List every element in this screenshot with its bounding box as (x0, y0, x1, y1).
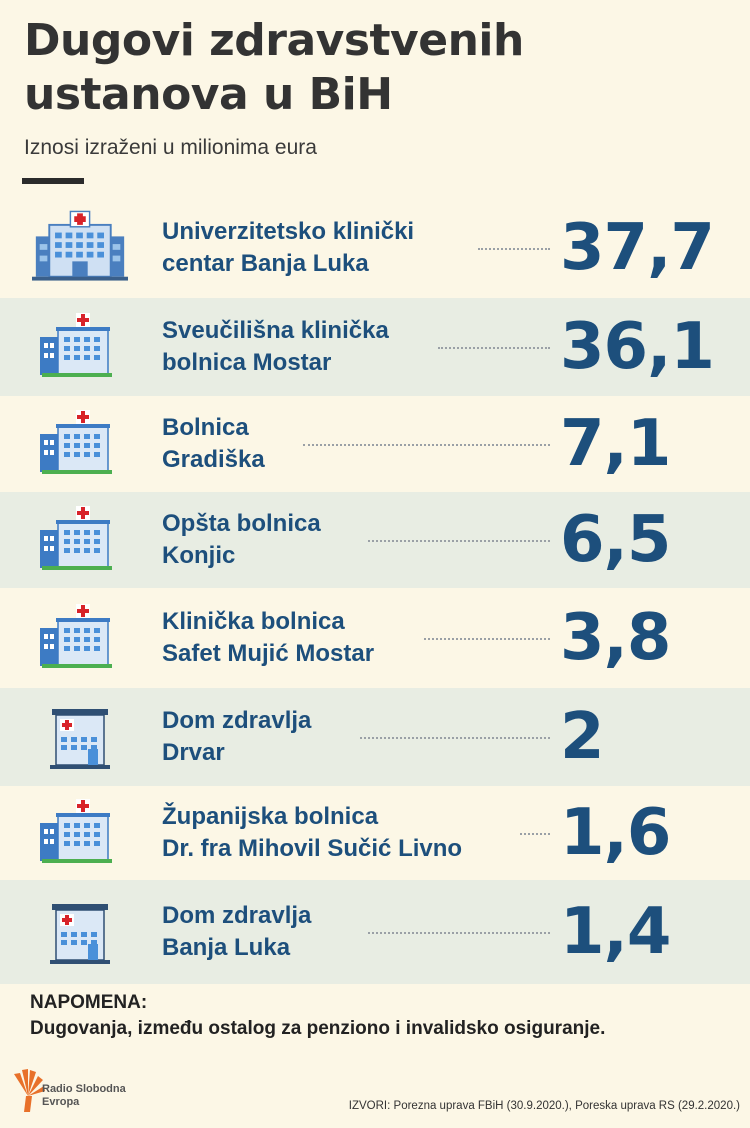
institution-name-line-1: Klinička bolnica (162, 608, 345, 635)
dotted-leader (368, 932, 550, 934)
hospital-icon (30, 307, 130, 387)
title-line-1: Dugovi zdravstvenih (24, 15, 524, 66)
debt-value: 37,7 (560, 211, 715, 285)
institution-name: Sveučilišna klinička bolnica Mostar (162, 315, 389, 379)
note-title: NAPOMENA: (30, 992, 148, 1013)
table-row: Dom zdravlja Banja Luka 1,4 (0, 880, 750, 984)
table-row: Opšta bolnica Konjic 6,5 (0, 492, 750, 588)
hospital-icon (30, 500, 130, 580)
institution-name-line-1: Dom zdravlja (162, 902, 312, 929)
table-row: Univerzitetsko klinički centar Banja Luka… (0, 198, 750, 298)
institution-name: Dom zdravlja Banja Luka (162, 900, 311, 964)
debt-value: 36,1 (560, 310, 715, 384)
hospital-icon (30, 598, 130, 678)
institution-name-line-2: Konjic (162, 542, 236, 569)
debt-value: 7,1 (560, 407, 671, 481)
institution-name-line-1: Županijska bolnica (162, 803, 379, 830)
dotted-leader (303, 444, 550, 446)
institution-name-line-2: Dr. fra Mihovil Sučić Livno (162, 835, 463, 862)
institution-name: Opšta bolnica Konjic (162, 508, 321, 572)
institution-name-line-1: Dom zdravlja (162, 707, 312, 734)
institution-name: Klinička bolnica Safet Mujić Mostar (162, 606, 374, 670)
institution-name: Univerzitetsko klinički centar Banja Luka (162, 216, 414, 280)
table-row: Sveučilišna klinička bolnica Mostar 36,1 (0, 298, 750, 396)
debt-value: 3,8 (560, 601, 671, 675)
rse-logo-icon (8, 1066, 48, 1116)
institution-name-line-2: Safet Mujić Mostar (162, 640, 375, 667)
institution-name-line-1: Bolnica (162, 414, 249, 441)
logo-line-1: Radio Slobodna (42, 1083, 126, 1095)
debt-table: Univerzitetsko klinički centar Banja Luka… (0, 198, 750, 984)
table-row: Dom zdravlja Drvar 2 (0, 688, 750, 786)
institution-name-line-2: Gradiška (162, 446, 265, 473)
table-row: Županijska bolnica Dr. fra Mihovil Sučić … (0, 786, 750, 880)
debt-value: 2 (560, 700, 605, 774)
dotted-leader (368, 540, 550, 542)
debt-value: 1,4 (560, 895, 671, 969)
dotted-leader (520, 833, 550, 835)
note-text: Dugovanja, između ostalog za penziono i … (30, 1018, 606, 1039)
debt-value: 6,5 (560, 503, 671, 577)
institution-name-line-2: bolnica Mostar (162, 349, 332, 376)
table-row: Bolnica Gradiška 7,1 (0, 396, 750, 492)
health-center-icon (30, 892, 130, 972)
large-hospital-icon (32, 202, 128, 290)
table-row: Klinička bolnica Safet Mujić Mostar 3,8 (0, 588, 750, 688)
dotted-leader (478, 248, 550, 250)
institution-name-line-2: Banja Luka (162, 934, 291, 961)
institution-name: Bolnica Gradiška (162, 412, 265, 476)
institution-name-line-2: centar Banja Luka (162, 250, 369, 277)
institution-name: Županijska bolnica Dr. fra Mihovil Sučić … (162, 801, 462, 865)
rse-logo-text: Radio Slobodna Evropa (42, 1083, 126, 1109)
debt-value: 1,6 (560, 796, 671, 870)
page-title: Dugovi zdravstvenih ustanova u BiH (24, 14, 724, 122)
institution-name-line-1: Sveučilišna klinička (162, 317, 389, 344)
logo-line-2: Evropa (42, 1096, 80, 1108)
subtitle: Iznosi izraženi u milionima eura (24, 136, 317, 159)
hospital-icon (30, 793, 130, 873)
title-line-2: ustanova u BiH (24, 69, 393, 120)
dotted-leader (424, 638, 550, 640)
institution-name-line-1: Univerzitetsko klinički (162, 218, 415, 245)
health-center-icon (30, 697, 130, 777)
dotted-leader (438, 347, 550, 349)
title-underline (22, 178, 84, 184)
institution-name-line-2: Drvar (162, 739, 225, 766)
institution-name: Dom zdravlja Drvar (162, 705, 311, 769)
hospital-icon (30, 404, 130, 484)
dotted-leader (360, 737, 550, 739)
sources-text: IZVORI: Porezna uprava FBiH (30.9.2020.)… (348, 1100, 740, 1112)
institution-name-line-1: Opšta bolnica (162, 510, 321, 537)
